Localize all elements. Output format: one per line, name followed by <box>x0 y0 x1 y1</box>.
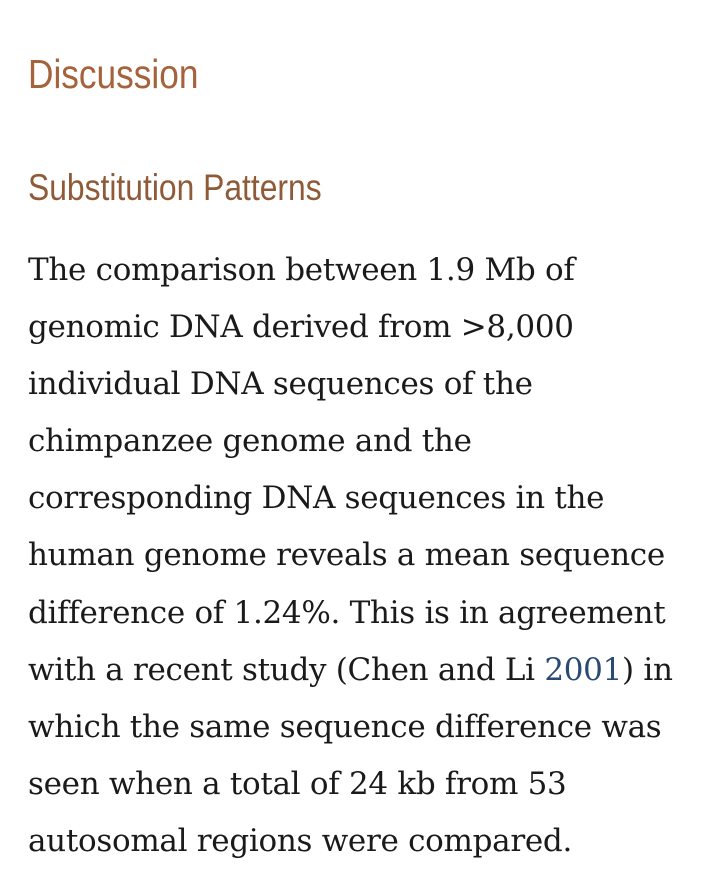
citation-link-2001[interactable]: 2001 <box>544 651 623 688</box>
paragraph-line: difference of 1.24%. This is in agreemen… <box>28 594 666 631</box>
paragraph-line-with-citation: with a recent study (Chen and Li 2001) i… <box>28 642 708 699</box>
paragraph-line: seen when a total of 24 kb from 53 <box>28 765 567 802</box>
subsection-heading: Substitution Patterns <box>28 167 322 208</box>
line-text-after-citation: ) in <box>622 651 673 688</box>
paragraph-line: The comparison between 1.9 Mb of <box>28 252 575 288</box>
paragraph-line: individual DNA sequences of the <box>28 366 533 403</box>
paragraph-line: chimpanzee genome and the <box>28 423 472 460</box>
paragraph-line: human genome reveals a mean sequence <box>28 537 665 574</box>
paragraph-line: genomic DNA derived from >8,000 <box>28 309 574 346</box>
line-text-before-citation: with a recent study (Chen and Li <box>28 651 545 688</box>
paragraph-line: autosomal regions were compared. <box>28 822 573 859</box>
body-paragraph: The comparison between 1.9 Mb of genomic… <box>28 242 708 870</box>
paragraph-line: which the same sequence difference was <box>28 708 662 745</box>
paragraph-line: corresponding DNA sequences in the <box>28 480 605 517</box>
section-heading: Discussion <box>28 51 199 97</box>
